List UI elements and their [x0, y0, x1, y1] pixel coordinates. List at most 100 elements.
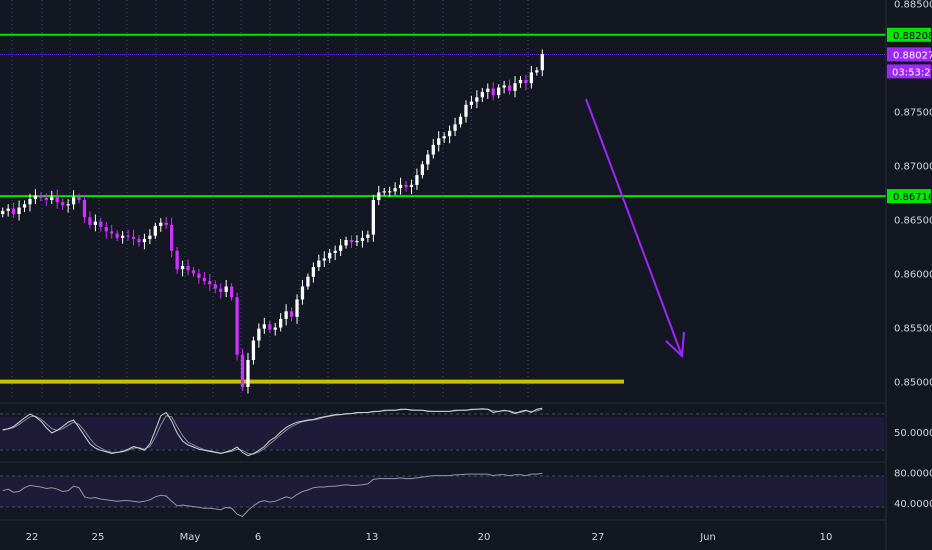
candle-body: [393, 188, 397, 192]
candle-body: [464, 104, 468, 117]
candle-body: [240, 354, 245, 388]
date-tick-label: May: [180, 532, 201, 543]
candle-body: [197, 273, 201, 278]
candle-body: [262, 324, 266, 329]
price-tick-label: 0.85000: [894, 378, 932, 389]
date-tick-label: 13: [366, 532, 379, 543]
candle-body: [306, 276, 310, 287]
candle-body: [431, 144, 435, 155]
price-tick-label: 0.86500: [894, 215, 932, 226]
candle-body: [164, 222, 168, 225]
candle-body: [497, 87, 501, 96]
candle-body: [219, 288, 223, 292]
candle-body: [120, 235, 125, 238]
candle-body: [513, 83, 517, 91]
trend-arrow[interactable]: [585, 98, 685, 359]
date-tick-label: 20: [478, 532, 491, 543]
candle-body: [535, 70, 539, 73]
candle-body: [131, 236, 136, 239]
candle-body: [437, 138, 441, 145]
candle-body: [104, 227, 108, 232]
candle-body: [213, 284, 217, 289]
candle-body: [289, 311, 294, 317]
candle-body: [6, 208, 10, 211]
candle-body: [137, 238, 141, 243]
last-price-tag: 0.88027: [887, 47, 932, 62]
candle-body: [22, 204, 27, 208]
candle-body: [88, 217, 92, 225]
candle-body: [338, 245, 343, 251]
candle-body: [377, 192, 381, 200]
candle-body: [328, 252, 332, 259]
svg-text:0.88027: 0.88027: [893, 50, 932, 61]
candle-body: [295, 299, 299, 317]
candle-body: [524, 80, 528, 84]
candle-body: [355, 241, 359, 243]
date-tick-label: 25: [92, 532, 105, 543]
oscillator-2-tick-label: 80.0000: [894, 469, 932, 480]
candle-body: [99, 221, 103, 228]
date-axis[interactable]: 22 25 May 6 13 20 27 Jun 10: [26, 532, 833, 543]
candle-body: [208, 281, 212, 285]
candle-body: [344, 240, 348, 246]
candle-body: [1, 210, 5, 215]
oscillator-1-level-label: 50.0000: [894, 428, 932, 439]
candle-body: [349, 240, 354, 243]
candle-body: [502, 85, 506, 88]
candle-body: [71, 196, 76, 205]
candle-body: [529, 72, 534, 84]
candle-body: [186, 265, 190, 271]
candle-body: [322, 258, 326, 261]
candle-body: [180, 265, 185, 270]
candle-body: [480, 91, 484, 98]
candle-body: [279, 318, 283, 328]
svg-text:03:53:21: 03:53:21: [892, 67, 932, 78]
oscillator-2-line: [2, 472, 543, 518]
candle-body: [415, 175, 419, 185]
candle-body: [360, 237, 365, 242]
candle-body: [61, 202, 65, 206]
candle-body: [453, 124, 457, 131]
candle-body: [50, 196, 54, 200]
candle-body: [66, 204, 70, 206]
candle-body: [404, 184, 408, 188]
candle-body: [398, 184, 403, 189]
candle-body: [191, 270, 196, 274]
date-tick-label: 22: [26, 532, 39, 543]
candle-body: [110, 231, 114, 234]
candle-body: [409, 184, 414, 188]
price-tick-label: 0.86000: [894, 270, 932, 281]
candle-body: [39, 195, 43, 198]
candle-body: [311, 267, 316, 277]
candle-body: [93, 221, 98, 225]
oscillator-2-tick-label: 40.0000: [894, 499, 932, 510]
candle-body: [33, 195, 38, 199]
candle-body: [491, 88, 495, 96]
candle-body: [55, 196, 59, 203]
candle-body: [202, 277, 207, 282]
candle-body: [235, 297, 239, 355]
candle-body: [371, 200, 375, 235]
date-tick-label: 27: [592, 532, 605, 543]
date-tick-label: Jun: [699, 532, 716, 543]
candle-body: [540, 54, 544, 71]
candle-body: [469, 101, 474, 105]
price-tick-label: 0.85500: [894, 324, 932, 335]
candle-body: [44, 197, 48, 200]
candle-body: [159, 222, 163, 226]
candle-body: [11, 208, 16, 215]
countdown-tag: 03:53:21: [887, 64, 932, 79]
candle-body: [273, 327, 277, 330]
candle-body: [153, 225, 157, 236]
candle-body: [224, 286, 228, 292]
candle-body: [148, 235, 152, 239]
oscillator-pane-2: [0, 472, 884, 518]
candle-body: [251, 340, 256, 360]
upper-level-tag: 0.88208: [887, 27, 932, 42]
oscillator-pane-1: [0, 407, 884, 457]
candle-body: [458, 116, 463, 125]
candle-body: [518, 80, 523, 84]
candle-body: [475, 97, 479, 102]
